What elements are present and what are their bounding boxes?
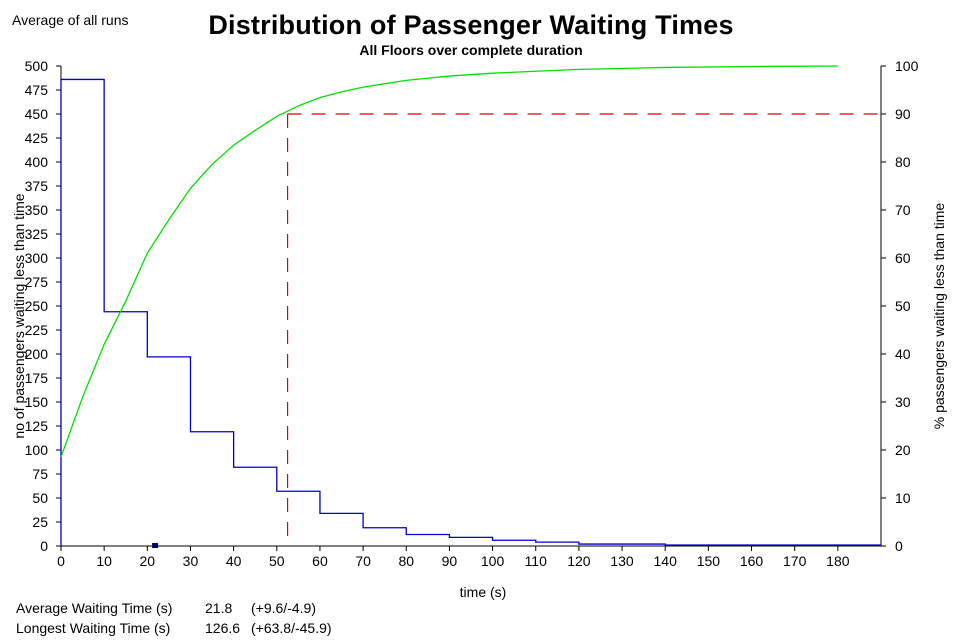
left-y-axis-label: no of passengers waiting less than time — [11, 193, 27, 438]
left-y-tick-label: 175 — [25, 370, 49, 386]
right-y-tick-label: 10 — [895, 490, 911, 506]
max-waiting-range: (+63.8/-45.9) — [251, 620, 332, 636]
x-tick-label: 60 — [312, 553, 328, 569]
right-y-tick-label: 70 — [895, 202, 911, 218]
left-y-tick-label: 475 — [25, 82, 49, 98]
average-marker — [152, 543, 159, 548]
x-tick-label: 0 — [57, 553, 65, 569]
x-tick-label: 10 — [96, 553, 112, 569]
right-y-tick-label: 20 — [895, 442, 911, 458]
left-y-tick-label: 125 — [25, 418, 49, 434]
left-y-tick-label: 50 — [32, 490, 48, 506]
max-waiting-row: Longest Waiting Time (s) 126.6 (+63.8/-45.… — [16, 620, 332, 636]
left-y-tick-label: 225 — [25, 322, 49, 338]
right-y-tick-label: 80 — [895, 154, 911, 170]
x-axis-label: time (s) — [460, 584, 507, 600]
x-tick-label: 120 — [567, 553, 591, 569]
x-tick-label: 170 — [783, 553, 807, 569]
x-tick-label: 130 — [610, 553, 634, 569]
right-y-tick-label: 40 — [895, 346, 911, 362]
right-y-tick-label: 30 — [895, 394, 911, 410]
right-y-tick-label: 60 — [895, 250, 911, 266]
x-tick-label: 20 — [140, 553, 156, 569]
left-y-tick-label: 300 — [25, 250, 49, 266]
x-tick-label: 50 — [269, 553, 285, 569]
cumulative-percent-line — [60, 65, 838, 458]
left-y-tick-label: 100 — [25, 442, 49, 458]
left-y-tick-label: 450 — [25, 106, 49, 122]
x-tick-label: 90 — [442, 553, 458, 569]
chart-subtitle: All Floors over complete duration — [359, 42, 583, 58]
chart-title: Distribution of Passenger Waiting Times — [208, 10, 734, 40]
left-y-tick-label: 275 — [25, 274, 49, 290]
corner-note: Average of all runs — [12, 12, 129, 28]
x-tick-label: 30 — [183, 553, 199, 569]
avg-waiting-value: 21.8 — [205, 600, 233, 616]
left-y-tick-label: 75 — [32, 466, 48, 482]
left-y-tick-label: 350 — [25, 202, 49, 218]
left-y-tick-label: 325 — [25, 226, 49, 242]
left-y-tick-label: 400 — [25, 154, 49, 170]
max-waiting-label: Longest Waiting Time (s) — [16, 620, 171, 636]
right-y-tick-label: 90 — [895, 106, 911, 122]
x-tick-label: 180 — [826, 553, 850, 569]
x-tick-label: 100 — [481, 553, 505, 569]
left-y-tick-label: 150 — [25, 394, 49, 410]
right-y-axis-label: % passengers waiting less than time — [931, 203, 947, 430]
x-tick-label: 160 — [740, 553, 764, 569]
x-tick-label: 80 — [398, 553, 414, 569]
x-tick-label: 40 — [226, 553, 242, 569]
left-y-tick-label: 200 — [25, 346, 49, 362]
right-y-tick-label: 0 — [895, 538, 903, 554]
right-y-tick-label: 50 — [895, 298, 911, 314]
avg-waiting-range: (+9.6/-4.9) — [251, 600, 316, 616]
left-y-tick-label: 500 — [25, 58, 49, 74]
waiting-count-step-line — [60, 78, 881, 546]
max-waiting-value: 126.6 — [205, 620, 241, 636]
left-y-tick-label: 250 — [25, 298, 49, 314]
right-y-tick-label: 100 — [895, 58, 919, 74]
chart: 0 10 20 30 40 50 60 70 80 90 100 110 120 130 140 150 160… — [11, 58, 947, 600]
left-y-tick-label: 425 — [25, 130, 49, 146]
x-tick-label: 70 — [355, 553, 371, 569]
x-tick-label: 150 — [697, 553, 721, 569]
left-y-tick-label: 375 — [25, 178, 49, 194]
avg-waiting-label: Average Waiting Time (s) — [16, 600, 173, 616]
left-y-tick-label: 0 — [40, 538, 48, 554]
avg-waiting-row: Average Waiting Time (s) 21.8 (+9.6/-4.9) — [16, 600, 316, 616]
x-tick-label: 110 — [525, 553, 548, 569]
left-y-tick-label: 25 — [32, 514, 48, 530]
x-tick-label: 140 — [654, 553, 678, 569]
